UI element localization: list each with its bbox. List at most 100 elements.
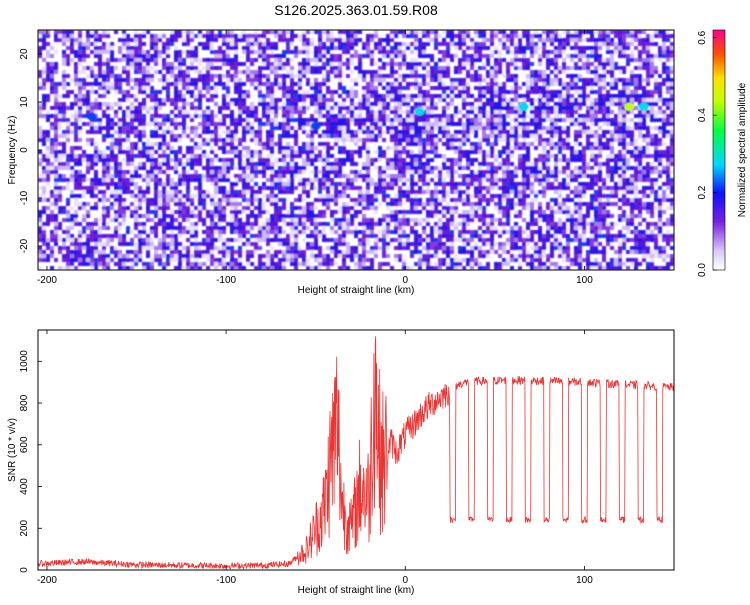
heatmap-cell [418, 86, 422, 90]
heatmap-cell [666, 70, 670, 74]
heatmap-cell [418, 202, 422, 206]
heatmap-cell [214, 142, 218, 146]
heatmap-cell [258, 86, 262, 90]
heatmap-cell [354, 162, 358, 166]
heatmap-cell [330, 30, 334, 34]
heatmap-cell [502, 58, 506, 62]
heatmap-cell [142, 58, 146, 62]
heatmap-cell [46, 78, 50, 82]
heatmap-cell [134, 174, 138, 178]
heatmap-cell [354, 30, 358, 34]
heatmap-cell [178, 70, 182, 74]
heatmap-cell [618, 182, 622, 186]
heatmap-cell [446, 142, 450, 146]
heatmap-cell [478, 34, 482, 38]
heatmap-cell [666, 182, 670, 186]
heatmap-cell [370, 118, 374, 122]
heatmap-cell [462, 54, 466, 58]
heatmap-cell [330, 186, 334, 190]
heatmap-cell [402, 178, 406, 182]
heatmap-cell [670, 146, 674, 150]
heatmap-cell [318, 182, 322, 186]
heatmap-cell [522, 54, 526, 58]
heatmap-cell [130, 126, 134, 130]
heatmap-cell [534, 74, 538, 78]
heatmap-cell [210, 46, 214, 50]
heatmap-cell [378, 182, 382, 186]
heatmap-cell [466, 118, 470, 122]
heatmap-cell [318, 90, 322, 94]
heatmap-cell [258, 162, 262, 166]
heatmap-cell [538, 154, 542, 158]
heatmap-cell [50, 166, 54, 170]
heatmap-cell [638, 78, 642, 82]
heatmap-cell [602, 58, 606, 62]
heatmap-cell [198, 158, 202, 162]
heatmap-cell [594, 122, 598, 126]
heatmap-cell [338, 38, 342, 42]
heatmap-cell [390, 62, 394, 66]
heatmap-cell [118, 186, 122, 190]
heatmap-cell [198, 94, 202, 98]
heatmap-cell [206, 178, 210, 182]
heatmap-cell [350, 34, 354, 38]
heatmap-cell [446, 50, 450, 54]
heatmap-cell [306, 150, 310, 154]
heatmap-cell [502, 82, 506, 86]
heatmap-cell [630, 42, 634, 46]
heatmap-cell [430, 198, 434, 202]
heatmap-cell [618, 114, 622, 118]
heatmap-cell [118, 50, 122, 54]
heatmap-cell [630, 174, 634, 178]
heatmap-cell [250, 174, 254, 178]
heatmap-cell [146, 54, 150, 58]
heatmap-cell [458, 30, 462, 34]
heatmap-cell [590, 130, 594, 134]
heatmap-cell [150, 142, 154, 146]
heatmap-cell [250, 122, 254, 126]
heatmap-cell [50, 146, 54, 150]
heatmap-cell [562, 98, 566, 102]
heatmap-cell [462, 190, 466, 194]
heatmap-cell [314, 106, 318, 110]
heatmap-cell [298, 170, 302, 174]
heatmap-cell [342, 130, 346, 134]
heatmap-cell [262, 98, 266, 102]
heatmap-cell [162, 170, 166, 174]
heatmap-cell [218, 198, 222, 202]
heatmap-cell [566, 134, 570, 138]
heatmap-cell [306, 158, 310, 162]
heatmap-cell [410, 66, 414, 70]
heatmap-cell [42, 158, 46, 162]
heatmap-cell [498, 194, 502, 198]
heatmap-cell [530, 102, 534, 106]
heatmap-cell [342, 134, 346, 138]
heatmap-cell [174, 58, 178, 62]
heatmap-cell [406, 198, 410, 202]
heatmap-cell [382, 110, 386, 114]
heatmap-cell [510, 174, 514, 178]
heatmap-cell [658, 98, 662, 102]
heatmap-cell [246, 54, 250, 58]
heatmap-cell [614, 134, 618, 138]
heatmap-cell [242, 106, 246, 110]
heatmap-cell [530, 198, 534, 202]
heatmap-cell [434, 150, 438, 154]
heatmap-cell [606, 30, 610, 34]
heatmap-cell [386, 174, 390, 178]
heatmap-cell [154, 122, 158, 126]
heatmap-cell [450, 30, 454, 34]
heatmap-cell [174, 82, 178, 86]
heatmap-cell [474, 58, 478, 62]
heatmap-cell [602, 194, 606, 198]
heatmap-cell [398, 90, 402, 94]
heatmap-cell [234, 58, 238, 62]
heatmap-cell [266, 130, 270, 134]
heatmap-cell [378, 82, 382, 86]
heatmap-cell [438, 34, 442, 38]
heatmap-cell [590, 114, 594, 118]
heatmap-cell [190, 102, 194, 106]
heatmap-cell [210, 174, 214, 178]
heatmap-cell [154, 198, 158, 202]
heatmap-cell [142, 30, 146, 34]
